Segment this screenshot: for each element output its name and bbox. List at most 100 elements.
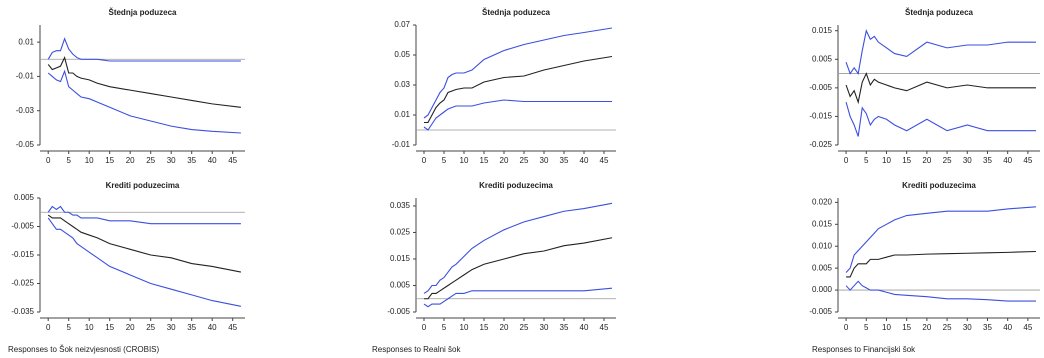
y-tick-label: 0.01: [394, 110, 410, 119]
x-tick-label: 30: [963, 156, 972, 165]
x-tick-label: 20: [922, 323, 931, 332]
chart-title: Štednja poduzeca: [482, 8, 551, 17]
series-line: [845, 72, 1036, 105]
y-tick-label: 0.015: [812, 219, 833, 228]
x-tick-label: 5: [864, 156, 869, 165]
chart-title: Krediti poduzecima: [479, 181, 553, 190]
series-line: [423, 287, 613, 308]
y-tick-label: 0.03: [394, 80, 410, 89]
x-tick-label: 5: [66, 156, 71, 165]
y-tick-label: 0.035: [390, 201, 411, 210]
y-tick-label: 0.000: [812, 285, 833, 294]
y-tick-label: -0.015: [809, 112, 832, 121]
chart-title: Štednja poduzeca: [905, 8, 974, 17]
x-tick-label: 45: [228, 323, 237, 332]
series-line: [845, 206, 1037, 273]
x-tick-label: 10: [460, 156, 469, 165]
x-tick-label: 5: [442, 156, 447, 165]
y-tick-label: -0.025: [11, 279, 34, 288]
series-line: [423, 99, 612, 131]
series-line: [47, 214, 242, 273]
x-tick-label: 0: [46, 156, 51, 165]
x-tick-label: 15: [105, 323, 114, 332]
x-tick-label: 20: [500, 156, 509, 165]
x-tick-label: 15: [480, 323, 489, 332]
x-tick-label: 10: [882, 156, 891, 165]
y-tick-label: 0.010: [812, 241, 833, 250]
y-tick-label: 0.015: [390, 254, 411, 263]
x-tick-label: 40: [580, 323, 589, 332]
series-line: [47, 55, 241, 108]
y-tick-label: -0.03: [16, 106, 35, 115]
x-tick-label: 5: [442, 323, 447, 332]
x-tick-label: 30: [540, 156, 549, 165]
y-tick-label: -0.005: [11, 222, 34, 231]
x-tick-label: 35: [560, 323, 569, 332]
x-tick-label: 15: [902, 323, 911, 332]
x-tick-label: 15: [105, 156, 114, 165]
x-tick-label: 10: [85, 323, 94, 332]
x-tick-label: 15: [480, 156, 489, 165]
y-tick-label: -0.005: [809, 307, 832, 316]
y-tick-label: 0.025: [390, 228, 411, 237]
x-tick-label: 0: [46, 323, 51, 332]
x-tick-label: 40: [1003, 323, 1012, 332]
x-tick-label: 35: [983, 323, 992, 332]
y-tick-label: 0.005: [14, 193, 35, 202]
x-tick-label: 30: [167, 156, 176, 165]
x-tick-label: 0: [844, 156, 849, 165]
x-tick-label: 0: [422, 156, 427, 165]
x-tick-label: 25: [943, 323, 952, 332]
x-tick-label: 30: [540, 323, 549, 332]
x-tick-label: 45: [228, 156, 237, 165]
x-tick-label: 30: [963, 323, 972, 332]
series-line: [47, 37, 241, 62]
x-tick-label: 45: [600, 156, 609, 165]
x-tick-label: 10: [460, 323, 469, 332]
series-line: [845, 28, 1036, 75]
x-tick-label: 40: [580, 156, 589, 165]
x-tick-label: 25: [520, 156, 529, 165]
x-tick-label: 5: [864, 323, 869, 332]
x-tick-label: 35: [983, 156, 992, 165]
x-tick-label: 10: [882, 323, 891, 332]
series-line: [423, 27, 613, 119]
caption: Responses to Financijski šok: [812, 345, 916, 354]
series-line: [845, 101, 1036, 137]
chart-title: Krediti poduzecima: [902, 181, 976, 190]
x-tick-label: 40: [208, 156, 217, 165]
y-tick-label: 0.005: [390, 281, 411, 290]
x-tick-label: 25: [520, 323, 529, 332]
x-tick-label: 25: [146, 323, 155, 332]
series-line: [846, 250, 1036, 278]
chart-title: Štednja poduzeca: [108, 8, 177, 17]
x-tick-label: 45: [600, 323, 609, 332]
y-tick-label: 0.005: [812, 54, 833, 63]
y-tick-label: 0.015: [812, 26, 833, 35]
y-tick-label: -0.05: [16, 140, 35, 149]
y-tick-label: 0.020: [812, 197, 833, 206]
y-tick-label: -0.01: [16, 72, 35, 81]
y-tick-label: -0.015: [11, 250, 34, 259]
series-line: [424, 237, 613, 300]
chart-title: Krediti poduzecima: [106, 181, 180, 190]
x-tick-label: 20: [500, 323, 509, 332]
x-tick-label: 30: [167, 323, 176, 332]
y-tick-label: -0.025: [809, 140, 832, 149]
x-tick-label: 0: [844, 323, 849, 332]
x-tick-label: 45: [1023, 156, 1032, 165]
x-tick-label: 35: [187, 156, 196, 165]
x-tick-label: 10: [85, 156, 94, 165]
x-tick-label: 0: [422, 323, 427, 332]
x-tick-label: 25: [146, 156, 155, 165]
y-tick-label: 0.07: [394, 20, 410, 29]
series-line: [424, 55, 613, 124]
y-tick-label: 0.01: [18, 37, 34, 46]
y-tick-label: -0.005: [809, 83, 832, 92]
y-tick-label: 0.005: [812, 263, 833, 272]
x-tick-label: 35: [187, 323, 196, 332]
y-tick-label: -0.005: [387, 307, 410, 316]
x-tick-label: 5: [66, 323, 71, 332]
x-tick-label: 20: [126, 323, 135, 332]
